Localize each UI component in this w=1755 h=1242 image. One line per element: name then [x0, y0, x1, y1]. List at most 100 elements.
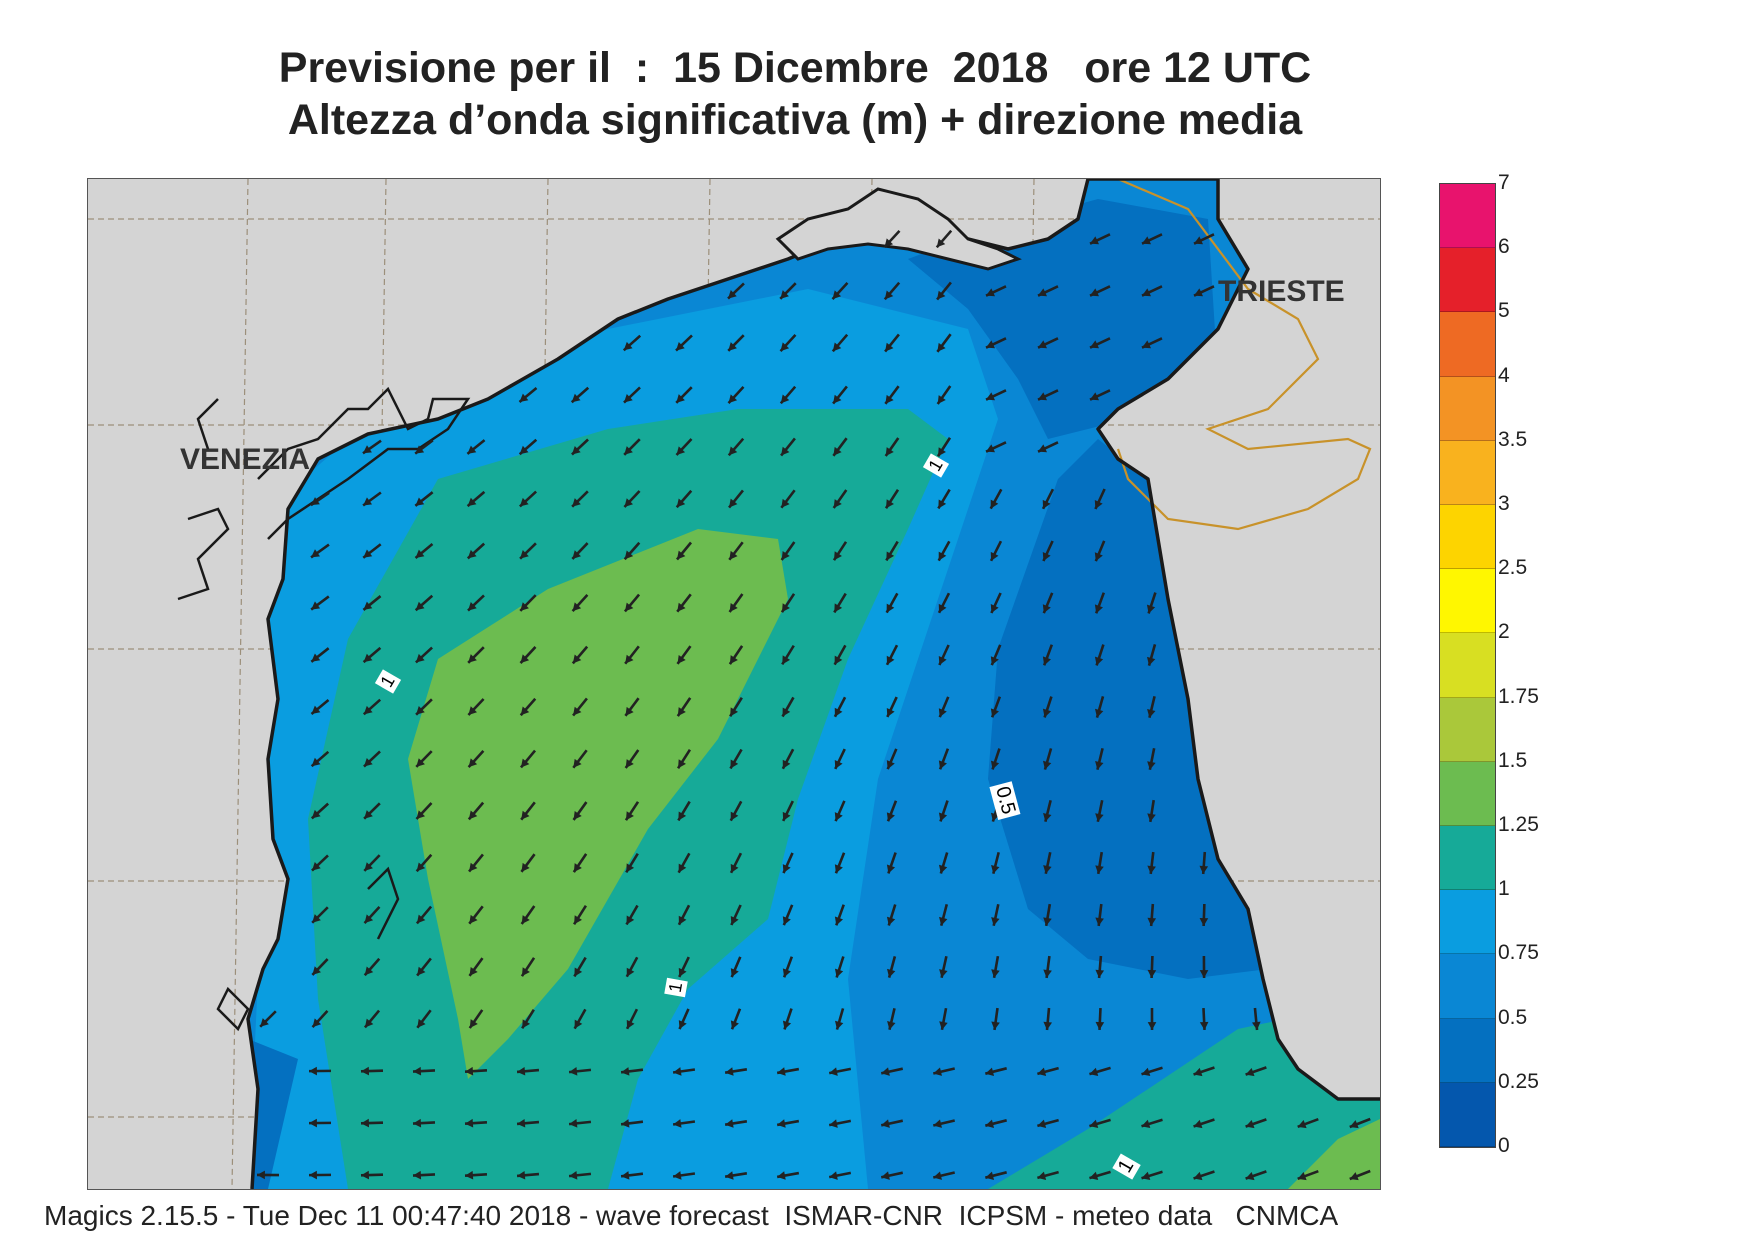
legend-swatch: [1440, 569, 1495, 634]
arrow-head: [569, 1119, 578, 1128]
arrow-head: [936, 238, 946, 248]
arrow-head: [834, 864, 843, 874]
arrow-head: [465, 1118, 474, 1128]
band-1.25-1.5-southeast: [1288, 1119, 1380, 1189]
arrow-head: [677, 707, 686, 717]
arrow-head: [777, 1119, 786, 1128]
arrow-head: [416, 810, 426, 820]
arrow-head: [829, 1067, 838, 1076]
arrow-head: [573, 863, 582, 873]
arrow-head: [1043, 865, 1052, 874]
arrow-head: [312, 914, 321, 923]
legend-swatch: [1440, 954, 1495, 1019]
arrow-head: [886, 655, 895, 665]
arrow-head: [885, 447, 894, 457]
arrow-head: [310, 497, 320, 506]
arrow-head: [364, 810, 373, 819]
legend-swatch: [1440, 1018, 1495, 1083]
arrow-head: [676, 342, 685, 351]
arrow-head: [520, 550, 529, 559]
arrow-head: [938, 551, 947, 561]
arrow-head: [415, 601, 425, 611]
arrow-head: [519, 497, 529, 507]
arrow-head: [469, 1019, 478, 1029]
arrow-head: [835, 1020, 844, 1030]
arrow-head: [363, 549, 373, 558]
arrow-head: [938, 499, 947, 509]
arrow-head: [1147, 917, 1157, 926]
arrow-head: [1297, 1172, 1307, 1181]
band-1.25-1.5: [408, 529, 788, 1079]
arrow-head: [625, 759, 634, 769]
arrow-head: [521, 967, 530, 977]
arrow-head: [991, 864, 1000, 874]
arrow-head: [571, 445, 581, 455]
map-subtitle: Altezza d’onda significativa (m) + direz…: [287, 96, 1303, 144]
arrow-head: [881, 1067, 890, 1076]
arrow-head: [468, 758, 478, 768]
legend-swatch: [1440, 826, 1495, 891]
arrow-head: [1094, 604, 1103, 614]
arrow-head: [678, 811, 687, 821]
arrow-head: [881, 1119, 890, 1128]
arrow-head: [678, 967, 687, 977]
arrow-head: [465, 1170, 474, 1180]
arrow-head: [937, 342, 946, 352]
arrow-head: [1095, 761, 1104, 770]
legend-label: 5: [1498, 299, 1510, 323]
arrow-head: [730, 863, 739, 873]
arrow-head: [573, 811, 582, 820]
arrow-head: [415, 549, 425, 559]
arrow-head: [1141, 1171, 1151, 1181]
arrow-head: [1038, 444, 1048, 453]
arrow-head: [833, 551, 842, 561]
arrow-head: [517, 1066, 526, 1076]
arrow-head: [1245, 1067, 1255, 1077]
arrow-head: [833, 499, 842, 509]
arrow-head: [363, 601, 373, 610]
arrow-head: [517, 1170, 526, 1180]
legend-swatch: [1440, 697, 1495, 762]
arrow-head: [938, 812, 948, 822]
north-coast-hills: [775, 187, 1022, 271]
arrow-head: [782, 759, 791, 769]
legend-swatch: [1440, 1082, 1495, 1147]
arrow-head: [832, 290, 842, 300]
arrow-head: [1037, 1119, 1047, 1128]
arrow-head: [730, 1020, 739, 1030]
arrow-head: [939, 969, 948, 978]
arrow-head: [467, 497, 477, 507]
lagoon-islands: [177, 386, 471, 1032]
arrow-head: [834, 812, 843, 822]
arrow-head: [886, 760, 895, 770]
arrow-head: [311, 809, 321, 819]
arrow-head: [780, 342, 790, 352]
arrow-head: [781, 498, 790, 508]
legend-label: 1.5: [1498, 748, 1528, 772]
arrow-head: [572, 602, 582, 612]
arrow-head: [933, 1119, 942, 1128]
arrow-head: [311, 549, 320, 558]
arrow-head: [886, 499, 894, 509]
wave-height-map: VENEZIA TRIESTE 1 1 1 1 0.5: [87, 178, 1381, 1190]
arrow-head: [730, 968, 739, 978]
arrow-head: [834, 759, 843, 769]
arrow-head: [939, 1021, 948, 1030]
legend-swatch: [1440, 505, 1495, 570]
arrow-head: [985, 1119, 995, 1128]
arrow-head: [1043, 917, 1052, 926]
arrow-head: [990, 551, 999, 561]
arrow-head: [364, 1018, 374, 1028]
arrow-head: [624, 446, 633, 455]
arrow-head: [468, 654, 477, 663]
arrow-head: [1090, 236, 1100, 245]
arrow-head: [362, 445, 372, 454]
arrow-head: [884, 238, 894, 248]
arrow-head: [413, 1170, 422, 1180]
arrow-head: [574, 915, 582, 925]
arrow-head: [938, 603, 947, 613]
arrow-head: [1094, 552, 1103, 562]
arrow-head: [1199, 865, 1209, 874]
legend-label: 4: [1498, 363, 1510, 387]
arrow-head: [1090, 392, 1100, 401]
